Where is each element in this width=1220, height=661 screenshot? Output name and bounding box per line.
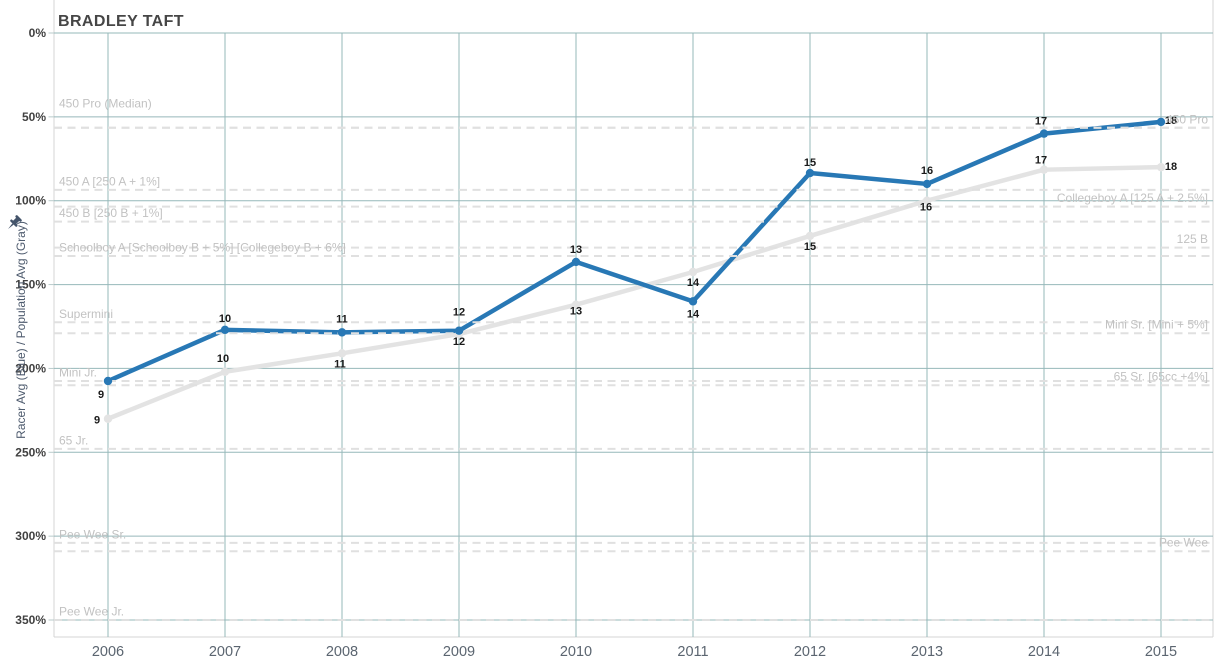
reference-line-label: 450 A [250 A + 1%] bbox=[59, 174, 160, 188]
reference-line-label: Schoolboy A [Schoolboy B + 5%] [Collegeb… bbox=[59, 241, 346, 255]
data-point-label: 12 bbox=[453, 336, 465, 348]
data-point-label: 9 bbox=[94, 415, 100, 427]
y-axis-tick-label: 200% bbox=[15, 361, 46, 375]
data-point-marker[interactable] bbox=[220, 367, 230, 376]
reference-line-label: Pee Wee Sr. bbox=[59, 527, 126, 541]
reference-line-label: Supermini bbox=[59, 307, 113, 321]
point-labels-layer: 9 10 11 12 13 14 15 16 17 18 9 10 11 12 13 14 15 16 17 18 bbox=[94, 115, 1177, 427]
pin-icon[interactable] bbox=[5, 214, 23, 232]
reference-line-label: Mini Jr. bbox=[59, 366, 97, 380]
reference-line-label: 450 Pro (Median) bbox=[59, 96, 152, 110]
y-axis-tick-label: 50% bbox=[22, 110, 46, 124]
data-point-label: 16 bbox=[920, 202, 932, 214]
data-point-marker[interactable] bbox=[922, 179, 932, 189]
x-axis-tick-label: 2012 bbox=[794, 644, 826, 660]
reference-line-label: Pee Wee bbox=[1159, 536, 1208, 550]
data-point-marker[interactable] bbox=[571, 300, 581, 309]
reference-line-label: Mini Sr. [Mini + 5%] bbox=[1105, 318, 1208, 332]
reference-line-label: Pee Wee Jr. bbox=[59, 605, 124, 619]
data-point-marker[interactable] bbox=[688, 297, 698, 306]
data-point-label: 14 bbox=[687, 308, 700, 320]
x-axis-tick-label: 2009 bbox=[443, 644, 475, 660]
data-point-label: 13 bbox=[570, 244, 582, 256]
x-axis-tick-label: 2007 bbox=[209, 644, 241, 660]
data-point-marker[interactable] bbox=[454, 326, 464, 335]
reference-line-label: Collegeboy A [125 A + 2.5%] bbox=[1057, 191, 1208, 205]
x-axis-tick-label: 2014 bbox=[1028, 644, 1060, 660]
data-point-marker[interactable] bbox=[805, 231, 815, 241]
reference-line-label: 450 Pro bbox=[1166, 112, 1208, 126]
data-point-label: 9 bbox=[98, 389, 104, 401]
axis-labels-layer: 0% 50% 100% 150% 200% 250% 300% 350% 2006 2007 200… bbox=[15, 26, 1177, 660]
data-point-marker[interactable] bbox=[571, 257, 581, 267]
data-point-label: 11 bbox=[336, 313, 348, 325]
data-point-label: 18 bbox=[1165, 161, 1177, 173]
data-point-marker[interactable] bbox=[103, 376, 113, 386]
chart-title: BRADLEY TAFT bbox=[58, 13, 184, 30]
data-point-label: 10 bbox=[219, 313, 231, 325]
data-point-marker[interactable] bbox=[1156, 162, 1166, 172]
data-point-marker[interactable] bbox=[220, 325, 230, 335]
data-point-marker[interactable] bbox=[337, 349, 347, 358]
data-point-label: 15 bbox=[804, 157, 816, 169]
reference-lines-layer bbox=[54, 126, 1213, 621]
reference-labels-layer: 450 Pro (Median) 450 Pro 450 A [250 A + 1%… bbox=[59, 96, 1208, 618]
markers-layer bbox=[103, 117, 1166, 423]
data-point-marker[interactable] bbox=[1039, 129, 1049, 138]
x-axis-tick-label: 2006 bbox=[92, 644, 124, 660]
x-axis-tick-label: 2015 bbox=[1145, 644, 1177, 660]
x-axis-tick-label: 2013 bbox=[911, 644, 943, 660]
data-point-label: 13 bbox=[570, 306, 582, 318]
reference-line-label: 450 B [250 B + 1%] bbox=[59, 206, 163, 220]
y-axis-title: Racer Avg (Blue) / Population Avg (Gray) bbox=[14, 221, 28, 439]
data-point-marker[interactable] bbox=[1039, 165, 1049, 174]
x-axis-tick-label: 2011 bbox=[677, 644, 708, 660]
data-point-marker[interactable] bbox=[922, 196, 932, 205]
data-point-marker[interactable] bbox=[1156, 117, 1166, 127]
data-point-label: 12 bbox=[453, 307, 465, 319]
data-point-label: 18 bbox=[1165, 115, 1177, 127]
x-axis-tick-label: 2008 bbox=[326, 644, 358, 660]
series-line-population-avg[interactable] bbox=[105, 164, 1164, 421]
data-point-label: 17 bbox=[1035, 116, 1047, 128]
y-axis-tick-label: 150% bbox=[15, 278, 46, 292]
data-point-label: 17 bbox=[1035, 155, 1047, 167]
y-axis-tick-label: 250% bbox=[15, 445, 46, 459]
data-point-label: 16 bbox=[921, 165, 933, 177]
data-point-label: 15 bbox=[804, 241, 816, 253]
data-point-label: 11 bbox=[334, 358, 346, 370]
data-point-marker[interactable] bbox=[805, 168, 815, 178]
data-point-marker[interactable] bbox=[337, 328, 347, 337]
series-line-racer-avg[interactable] bbox=[105, 119, 1164, 384]
reference-line-label: 65 Sr. [65cc +4%] bbox=[1114, 370, 1208, 384]
y-axis-tick-label: 350% bbox=[15, 613, 46, 627]
y-axis-tick-label: 300% bbox=[15, 529, 46, 543]
x-axis-tick-label: 2010 bbox=[560, 644, 592, 660]
data-point-label: 14 bbox=[687, 277, 700, 289]
reference-line-label: 65 Jr. bbox=[59, 433, 88, 447]
data-point-marker[interactable] bbox=[688, 267, 698, 277]
y-axis-tick-label: 0% bbox=[29, 26, 47, 40]
data-point-label: 10 bbox=[217, 353, 229, 365]
series-layer bbox=[105, 119, 1164, 421]
reference-line-label: 125 B bbox=[1177, 232, 1208, 246]
y-axis-tick-label: 100% bbox=[15, 194, 46, 208]
data-point-marker[interactable] bbox=[103, 414, 113, 423]
